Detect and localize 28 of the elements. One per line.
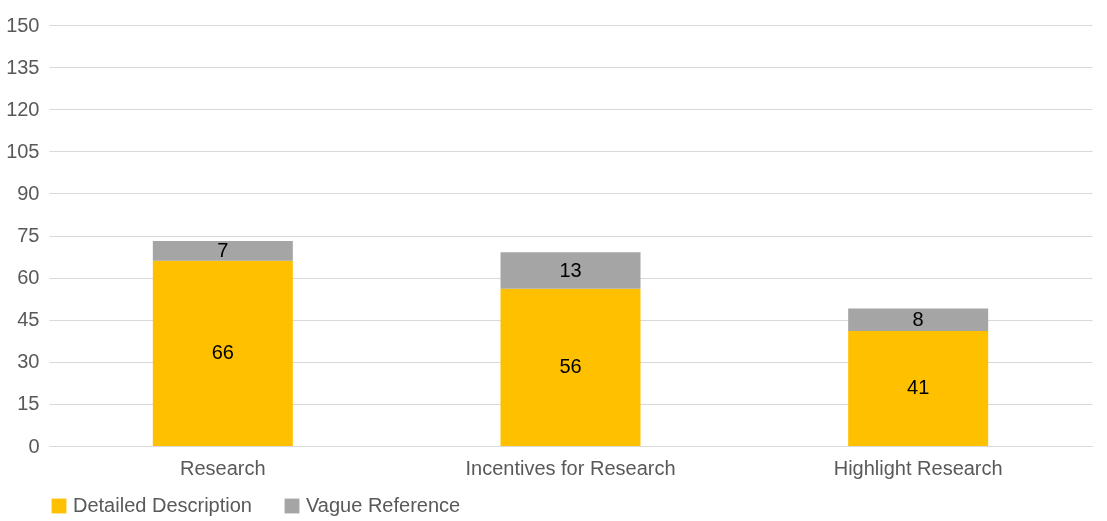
y-tick-label: 60: [17, 266, 40, 289]
y-tick-label: 150: [6, 13, 40, 36]
legend-label: Vague Reference: [306, 494, 461, 516]
data-label: 13: [559, 258, 582, 281]
y-tick-label: 15: [17, 392, 40, 415]
data-label: 56: [559, 355, 582, 378]
data-label: 41: [907, 376, 930, 399]
bar: [848, 308, 989, 331]
y-tick-label: 135: [6, 55, 40, 78]
y-tick-label: 90: [17, 181, 40, 204]
bar: [152, 241, 293, 261]
y-tick-label: 0: [28, 434, 40, 457]
y-tick-label: 120: [6, 97, 40, 120]
bar: [500, 288, 641, 446]
y-tick-label: 30: [17, 350, 40, 373]
bar: [500, 252, 641, 289]
bar: [152, 260, 293, 446]
legend-label: Detailed Description: [73, 494, 252, 516]
y-tick-label: 75: [17, 224, 40, 246]
x-tick-label: Highlight Research: [833, 456, 1003, 479]
x-tick-label: Incentives for Research: [465, 456, 676, 479]
data-label: 8: [912, 307, 924, 330]
x-tick-label: Research: [180, 456, 266, 479]
data-label: 7: [217, 238, 229, 261]
y-tick-label: 105: [6, 139, 40, 162]
bar: [848, 330, 989, 446]
y-tick-label: 45: [17, 308, 40, 331]
data-label: 66: [211, 341, 234, 364]
